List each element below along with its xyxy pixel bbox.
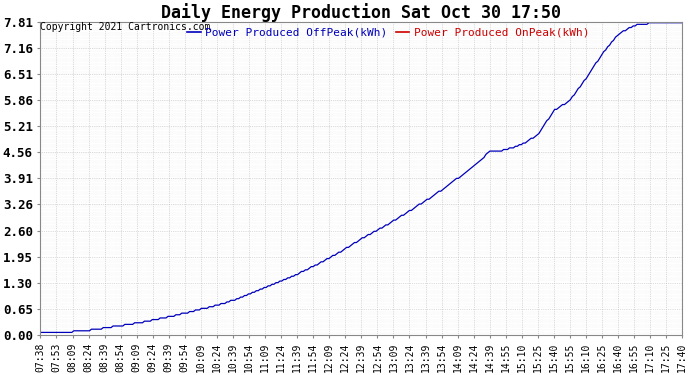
Title: Daily Energy Production Sat Oct 30 17:50: Daily Energy Production Sat Oct 30 17:50 (161, 3, 562, 22)
Text: Copyright 2021 Cartronics.com: Copyright 2021 Cartronics.com (41, 22, 210, 32)
Legend: Power Produced OffPeak(kWh), Power Produced OnPeak(kWh): Power Produced OffPeak(kWh), Power Produ… (187, 27, 589, 38)
